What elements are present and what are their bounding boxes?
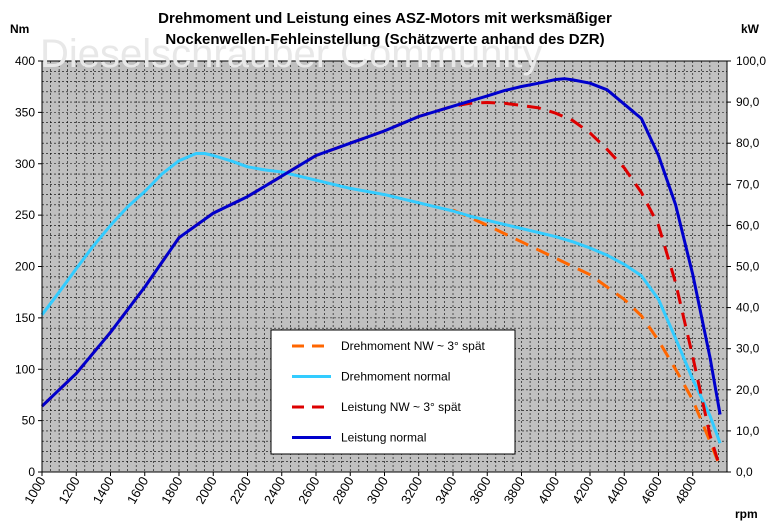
x-tick-label: 4600 [638, 474, 665, 507]
legend-label-3: Leistung normal [341, 431, 426, 445]
series-line-3 [40, 77, 722, 415]
y-left-tick-label: 300 [15, 157, 35, 171]
x-tick-label: 2800 [329, 474, 356, 507]
series-line-2 [40, 101, 722, 469]
y-right-tick-label: 50,0 [736, 260, 760, 274]
y-left-tick-label: 0 [28, 465, 35, 479]
y-left-tick-label: 250 [15, 208, 35, 222]
series-line-1 [40, 152, 722, 444]
x-tick-label: 1000 [21, 474, 48, 507]
x-tick-label: 4800 [672, 474, 699, 507]
y-left-axis-label: Nm [10, 22, 29, 36]
y-left-tick-label: 350 [15, 105, 35, 119]
x-tick-label: 1600 [124, 474, 151, 507]
legend-label-2: Leistung NW ~ 3° spät [341, 400, 462, 414]
x-tick-label: 3200 [398, 474, 425, 507]
x-tick-label: 1800 [158, 474, 185, 507]
y-right-axis-label: kW [741, 22, 760, 36]
y-right-tick-label: 80,0 [736, 136, 760, 150]
watermark-text: Dieselschrauber Community [40, 32, 542, 76]
x-tick-label: 1200 [55, 474, 82, 507]
y-left-tick-label: 200 [15, 260, 35, 274]
x-tick-label: 4200 [569, 474, 596, 507]
x-tick-label: 2600 [295, 474, 322, 507]
y-right-tick-label: 100,0 [736, 54, 766, 68]
x-tick-label: 1400 [90, 474, 117, 507]
x-tick-label: 2400 [261, 474, 288, 507]
series-line-0 [452, 208, 722, 468]
legend-label-0: Drehmoment NW ~ 3° spät [341, 339, 486, 353]
y-right-tick-label: 10,0 [736, 424, 760, 438]
x-tick-label: 3400 [432, 474, 459, 507]
x-tick-label: 3800 [501, 474, 528, 507]
y-left-tick-label: 400 [15, 54, 35, 68]
chart-title-line-1: Drehmoment und Leistung eines ASZ-Motors… [158, 10, 612, 27]
y-right-tick-label: 40,0 [736, 301, 760, 315]
y-right-tick-label: 60,0 [736, 218, 760, 232]
y-left-tick-label: 50 [22, 414, 36, 428]
y-right-tick-label: 20,0 [736, 383, 760, 397]
x-tick-label: 2200 [227, 474, 254, 507]
x-tick-label: 4000 [535, 474, 562, 507]
x-axis-unit-label: rpm [735, 507, 758, 521]
y-right-tick-label: 90,0 [736, 95, 760, 109]
x-tick-label: 3600 [466, 474, 493, 507]
y-right-tick-label: 70,0 [736, 177, 760, 191]
y-left-tick-label: 100 [15, 362, 35, 376]
y-left-tick-label: 150 [15, 311, 35, 325]
legend-label-1: Drehmoment normal [341, 370, 450, 384]
x-tick-label: 2000 [192, 474, 219, 507]
x-tick-label: 3000 [364, 474, 391, 507]
chart-title-line-2: Nockenwellen-Fehleinstellung (Schätzwert… [165, 31, 604, 48]
y-right-tick-label: 0,0 [736, 465, 753, 479]
x-tick-label: 4400 [603, 474, 630, 507]
y-right-tick-label: 30,0 [736, 342, 760, 356]
legend-box [270, 329, 516, 455]
